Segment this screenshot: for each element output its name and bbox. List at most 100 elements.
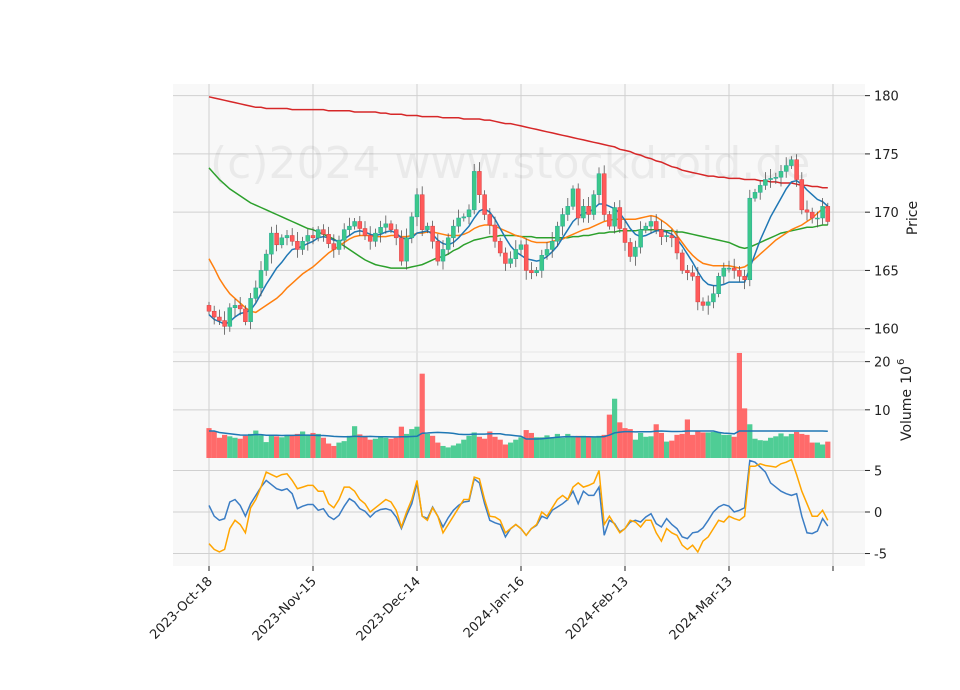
candle [820,197,825,225]
volume-bar [450,445,456,458]
candle [659,220,664,245]
candle [310,227,316,245]
volume-bar [274,436,280,458]
candle [357,216,363,236]
candle [825,202,831,225]
candle [783,157,789,178]
x-tick-label: 2024-Feb-13 [563,574,632,643]
volume-bar [310,432,316,458]
candle [258,261,264,297]
y-tick-label: 0 [874,506,882,521]
volume-bar [237,438,243,458]
volume-bar [705,432,711,458]
candle [633,240,638,266]
x-tick-label: 2024-Jan-16 [461,574,528,641]
candle [555,221,560,247]
volume-bar [580,435,586,458]
candle [601,165,607,221]
candle [617,200,623,233]
candle [664,231,669,243]
candle [539,249,545,278]
candle [237,297,243,316]
candle [508,251,513,268]
oscillator-line-b [208,458,829,554]
x-tick-label: 2023-Oct-18 [147,574,215,642]
x-axis-ticks: 2023-Oct-18 2023-Nov-15 2023-Dec-14 2024-Ja… [147,566,834,644]
ma-short-line [208,179,829,325]
candle [653,214,659,235]
candle [560,208,565,236]
volume-bar [612,398,618,458]
volume-bar [445,447,451,458]
price-axis-label: Price [905,201,921,235]
candle [648,216,654,234]
candle [669,229,675,248]
volume-bar [638,432,644,458]
volume-bar [336,442,342,458]
volume-bar [258,435,264,458]
volume-bar [570,436,576,458]
volume-bar [263,442,269,458]
volume-bar [820,444,826,458]
volume-bar [497,439,503,458]
candle [700,297,706,311]
ma-mid-line [208,205,829,314]
volume-bar [731,436,737,458]
volume-bar [653,424,659,458]
y-tick-label: 165 [874,264,899,279]
volume-bar [773,436,779,458]
candle [331,234,337,258]
candle [393,224,399,246]
candle [279,234,285,249]
candle [248,292,253,330]
volume-bar [211,431,217,458]
candle [685,264,690,281]
candle [804,200,810,221]
volume-bar [799,433,805,458]
volume-axis-label-base: 10 [899,366,915,384]
volume-bar [268,435,274,458]
volume-bar [528,432,534,458]
candle [705,295,711,315]
candle [352,218,357,230]
candle [679,249,685,274]
candle [383,215,389,234]
candle [523,238,529,280]
candle [721,262,727,284]
volume-bar [487,431,493,458]
candle [305,229,311,251]
volume-bar [206,428,212,458]
volume-bar [752,438,758,458]
candle [430,220,435,249]
volume-bar [284,434,290,458]
candle [419,186,425,237]
x-tick-label: 2024-Mar-13 [667,574,736,643]
y-tick-label: 160 [874,323,899,338]
volume-bar [300,431,306,458]
candle [326,226,331,249]
candle [726,260,732,273]
watermark: (c)2024 www.stockdroid.de [210,138,810,189]
candle [544,242,550,260]
volume-bar [632,439,638,458]
candle [367,226,373,250]
volume-bar [586,436,592,458]
candle [456,209,461,233]
candle [269,226,274,264]
volume-bar [768,437,774,458]
candle [425,222,430,234]
oscillator-lines [208,458,829,554]
candle [471,164,477,215]
candle [794,154,799,187]
candle [482,190,487,220]
candle [300,236,305,255]
volume-bar [742,408,748,458]
volume-bar [575,435,581,458]
candle [549,231,555,258]
y-tick-label: 10 [874,404,891,419]
volume-bar [419,373,425,458]
volume-bar [809,442,815,458]
volume-bar [289,434,295,458]
volume-bar [794,431,800,458]
volume-bar [242,435,248,458]
